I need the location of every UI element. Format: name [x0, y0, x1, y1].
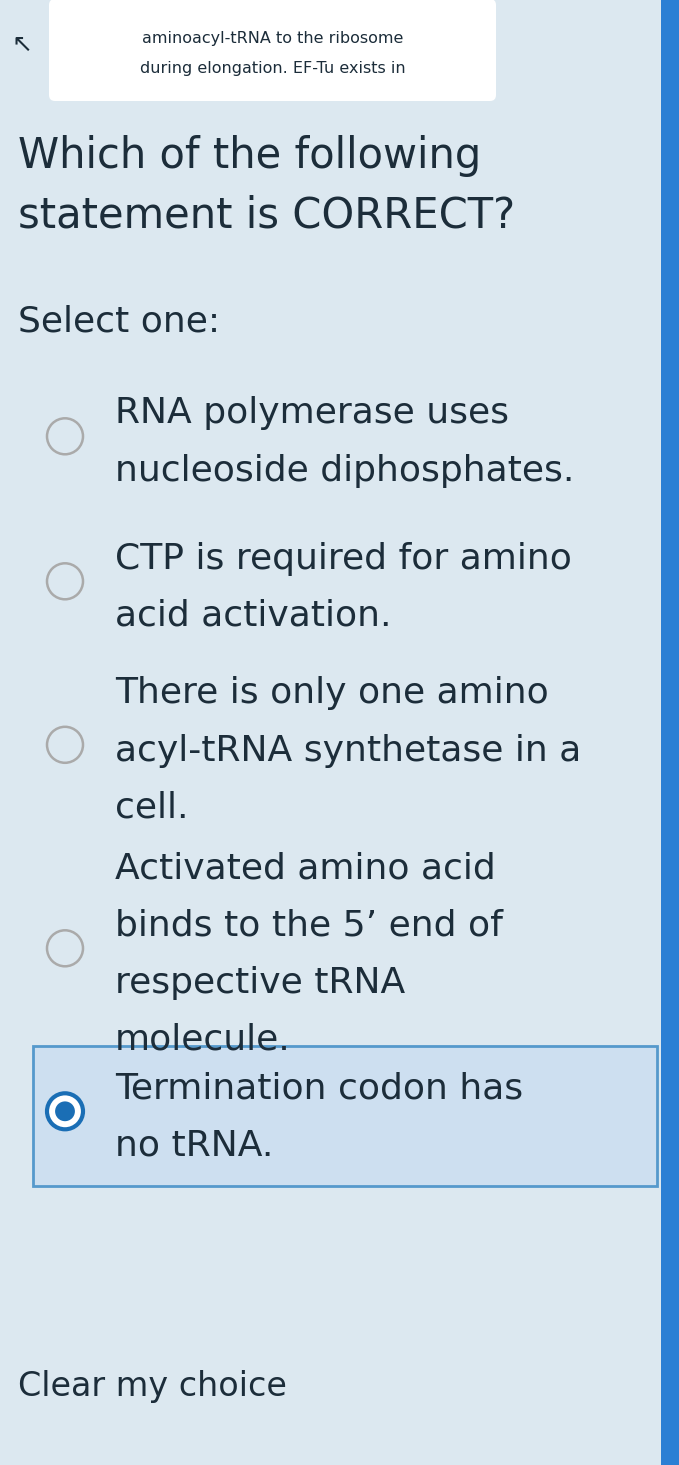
- FancyBboxPatch shape: [49, 0, 496, 101]
- Text: Termination codon has: Termination codon has: [115, 1071, 523, 1106]
- Text: cell.: cell.: [115, 791, 189, 825]
- Text: respective tRNA: respective tRNA: [115, 965, 405, 999]
- Text: binds to the 5’ end of: binds to the 5’ end of: [115, 908, 503, 942]
- Text: CTP is required for amino: CTP is required for amino: [115, 542, 572, 576]
- Text: Which of the following: Which of the following: [18, 135, 481, 177]
- Text: aminoacyl-tRNA to the ribosome: aminoacyl-tRNA to the ribosome: [142, 31, 403, 45]
- Bar: [661, 0, 679, 1465]
- Text: statement is CORRECT?: statement is CORRECT?: [18, 195, 515, 237]
- Text: during elongation. EF-Tu exists in: during elongation. EF-Tu exists in: [140, 60, 405, 76]
- Text: no tRNA.: no tRNA.: [115, 1128, 274, 1163]
- Circle shape: [47, 1093, 83, 1130]
- Text: nucleoside diphosphates.: nucleoside diphosphates.: [115, 454, 574, 488]
- Text: acid activation.: acid activation.: [115, 599, 392, 633]
- Text: ↖: ↖: [12, 34, 33, 57]
- Text: Activated amino acid: Activated amino acid: [115, 851, 496, 885]
- FancyBboxPatch shape: [33, 1046, 657, 1187]
- Text: Clear my choice: Clear my choice: [18, 1370, 287, 1403]
- Circle shape: [55, 1102, 75, 1121]
- Text: Select one:: Select one:: [18, 305, 220, 338]
- Text: There is only one amino: There is only one amino: [115, 677, 549, 711]
- Text: acyl-tRNA synthetase in a: acyl-tRNA synthetase in a: [115, 734, 581, 768]
- Text: molecule.: molecule.: [115, 1023, 291, 1056]
- Text: RNA polymerase uses: RNA polymerase uses: [115, 397, 509, 431]
